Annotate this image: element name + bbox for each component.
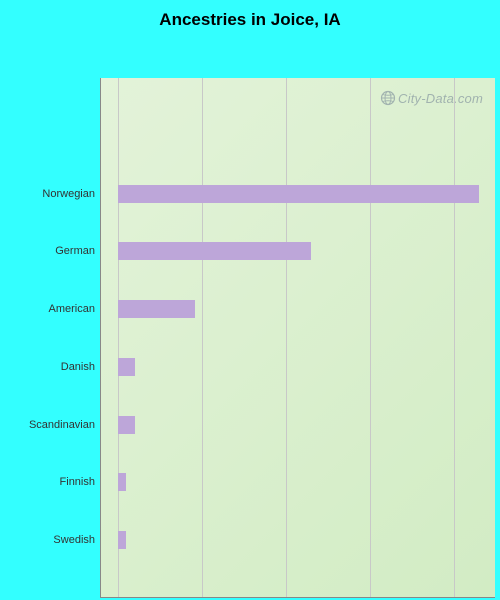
plot-area: City-Data.com 010203040NorwegianGermanAm…	[100, 78, 495, 598]
watermark: City-Data.com	[380, 90, 483, 111]
bar	[118, 185, 479, 203]
gridline	[370, 78, 371, 597]
y-category-label: Scandinavian	[29, 419, 95, 431]
y-category-label: Swedish	[53, 534, 95, 546]
plot-background	[101, 78, 495, 597]
gridline	[202, 78, 203, 597]
page: Ancestries in Joice, IA City-Data.com 01…	[0, 0, 500, 600]
y-category-label: Norwegian	[42, 188, 95, 200]
bar	[118, 242, 311, 260]
gridline	[118, 78, 119, 597]
bar	[118, 531, 126, 549]
globe-icon	[380, 90, 396, 111]
watermark-text: City-Data.com	[398, 91, 483, 106]
bar	[118, 416, 135, 434]
y-category-label: American	[49, 303, 95, 315]
bar	[118, 300, 195, 318]
gridline	[286, 78, 287, 597]
y-category-label: Danish	[61, 361, 95, 373]
chart-title: Ancestries in Joice, IA	[10, 10, 490, 30]
gridline	[454, 78, 455, 597]
bar	[118, 358, 135, 376]
bar	[118, 473, 126, 491]
y-category-label: Finnish	[60, 476, 95, 488]
y-category-label: German	[55, 245, 95, 257]
